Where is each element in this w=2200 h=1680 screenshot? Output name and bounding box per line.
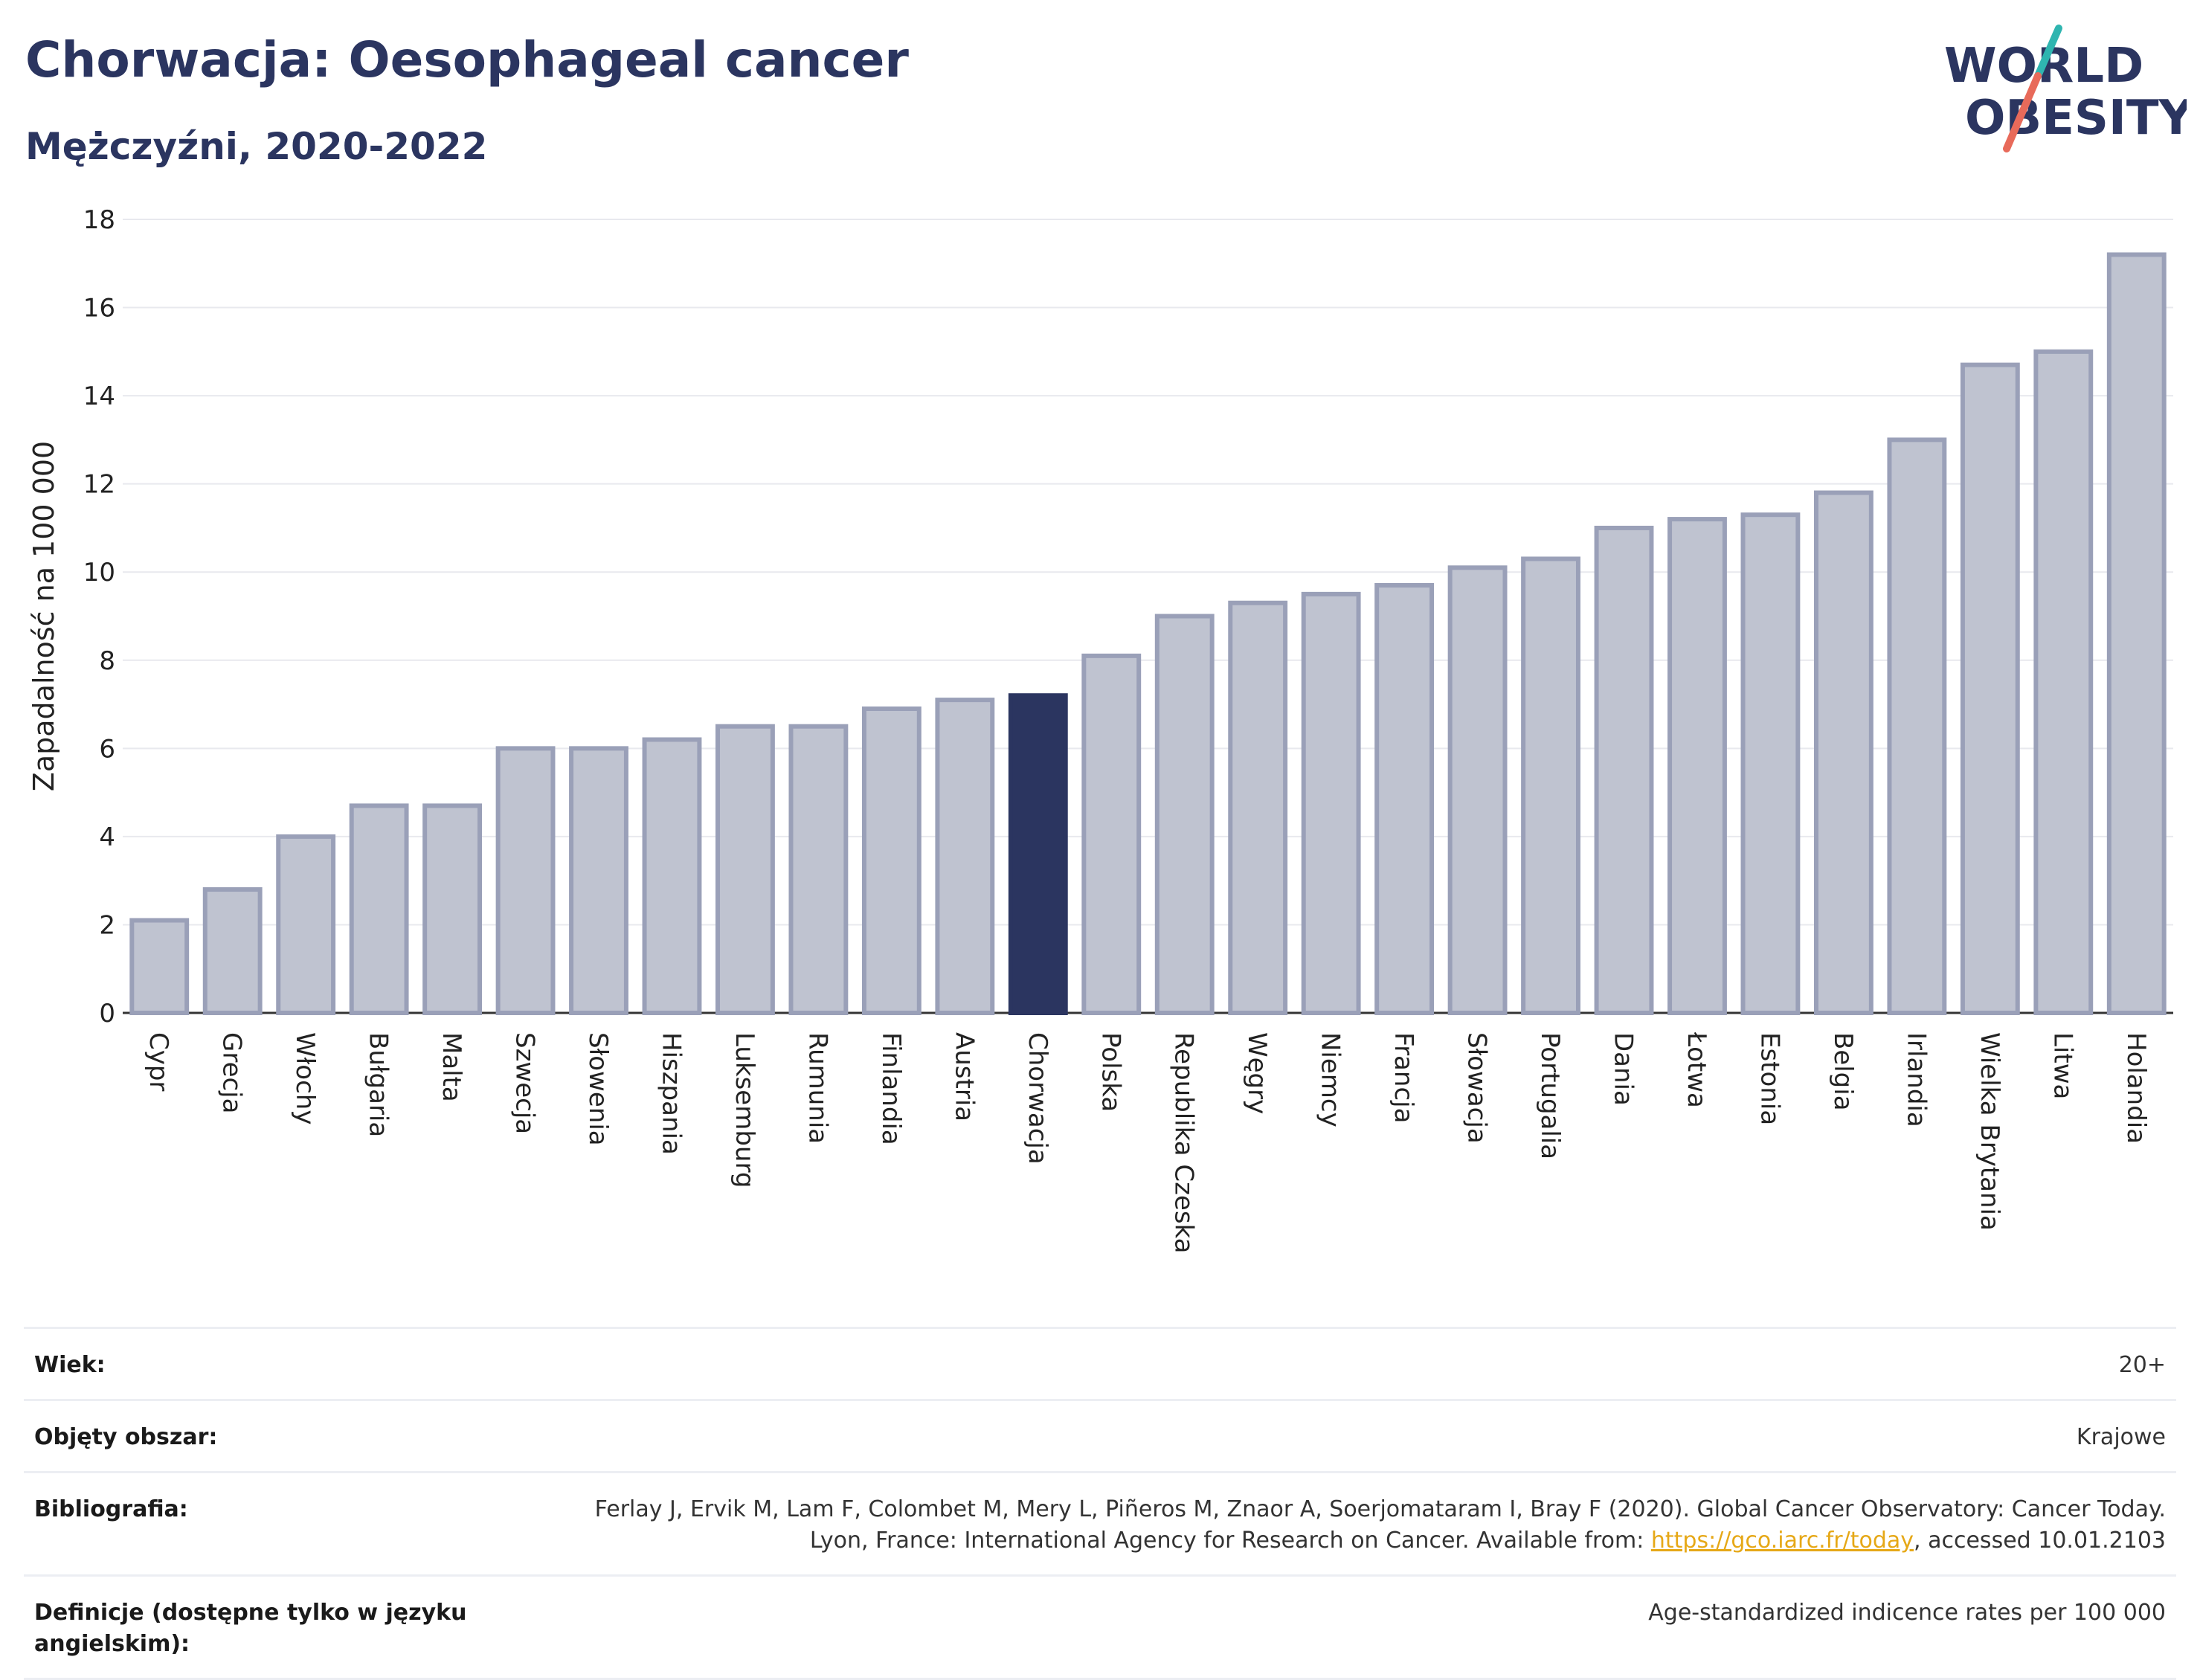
- world-obesity-logo: WORLD OBESITY: [1944, 25, 2187, 152]
- bar: [129, 918, 190, 1015]
- bar: [1447, 565, 1508, 1015]
- area-label: Objęty obszar:: [34, 1424, 218, 1450]
- y-axis-label: Zapadalność na 100 000: [28, 441, 60, 791]
- age-label: Wiek:: [34, 1352, 106, 1378]
- y-tick-label: 8: [99, 646, 115, 676]
- x-tick-label: Polska: [1096, 1032, 1125, 1112]
- chart-subtitle: Mężczyźni, 2020-2022: [25, 125, 488, 168]
- x-tick-label: Cypr: [144, 1032, 173, 1091]
- logo-slash-coral: [2003, 72, 2042, 152]
- y-tick-labels: 0 2 4 6 8 10 12 14 16 18: [83, 205, 115, 1029]
- bar: [422, 803, 483, 1016]
- x-tick-label: Chorwacja: [1023, 1032, 1052, 1165]
- logo-slash-teal: [2034, 25, 2062, 80]
- x-tick-label: Hiszpania: [656, 1032, 686, 1155]
- bar: [1081, 653, 1142, 1015]
- x-tick-label: Republika Czeska: [1169, 1032, 1199, 1254]
- bar: [2106, 252, 2167, 1015]
- info-row-age: Wiek: 20+: [24, 1327, 2176, 1399]
- x-tick-label: Włochy: [290, 1032, 320, 1124]
- definitions-label: Definicje (dostępne tylko w języku angie…: [34, 1600, 467, 1657]
- bar: [861, 706, 922, 1015]
- bar: [1594, 525, 1654, 1015]
- x-tick-label: Litwa: [2048, 1032, 2077, 1099]
- x-tick-labels: Cypr Grecja Włochy Bułgaria Malta Szwecja Słow…: [144, 1032, 2151, 1254]
- bar: [202, 887, 263, 1015]
- x-tick-label: Irlandia: [1901, 1032, 1931, 1127]
- x-tick-label: Wielka Brytania: [1975, 1032, 2004, 1231]
- y-tick-label: 2: [99, 910, 115, 940]
- y-tick-label: 16: [83, 294, 115, 324]
- x-tick-label: Łotwa: [1682, 1032, 1711, 1108]
- x-tick-label: Dania: [1609, 1032, 1638, 1106]
- bar: [276, 834, 336, 1016]
- bibliography-suffix: , accessed 10.01.2103: [1914, 1528, 2166, 1554]
- y-tick-label: 0: [99, 999, 115, 1029]
- chart-title: Chorwacja: Oesophageal cancer: [25, 31, 909, 88]
- info-row-area: Objęty obszar: Krajowe: [24, 1399, 2176, 1471]
- y-tick-label: 18: [83, 205, 115, 235]
- bar: [1154, 614, 1215, 1015]
- x-tick-label: Holandia: [2121, 1032, 2151, 1144]
- bar-chart: 0 2 4 6 8 10 12 14 16 18 Cypr Grecja Włochy Bułgaria…: [28, 205, 2173, 1254]
- bar: [1740, 512, 1801, 1015]
- bar: [715, 724, 775, 1015]
- bar: [1667, 517, 1727, 1016]
- x-tick-label: Belgia: [1828, 1032, 1858, 1111]
- bar: [1301, 591, 1361, 1015]
- definitions-value: Age-standardized indicence rates per 100…: [1648, 1600, 2166, 1626]
- bar: [788, 724, 849, 1015]
- bar: [569, 746, 628, 1015]
- x-tick-label: Francja: [1389, 1032, 1418, 1123]
- y-tick-label: 14: [83, 382, 115, 411]
- bar: [935, 698, 995, 1016]
- x-tick-label: Malta: [437, 1032, 466, 1102]
- y-tick-label: 6: [99, 734, 115, 764]
- bar: [2033, 349, 2094, 1016]
- logo-text-obesity: OBESITY: [1965, 91, 2187, 146]
- x-tick-label: Słowacja: [1462, 1032, 1492, 1144]
- bar: [1228, 600, 1288, 1015]
- y-tick-label: 10: [83, 558, 115, 588]
- x-tick-label: Portugalia: [1535, 1032, 1565, 1159]
- age-value: 20+: [2118, 1352, 2166, 1378]
- bar: [642, 737, 702, 1015]
- info-table: Wiek: 20+ Objęty obszar: Krajowe Bibliog…: [24, 1327, 2176, 1680]
- bar: [1813, 490, 1873, 1015]
- bibliography-value: Ferlay J, Ervik M, Lam F, Colombet M, Me…: [530, 1494, 2166, 1557]
- bibliography-text: Ferlay J, Ervik M, Lam F, Colombet M, Me…: [594, 1496, 2166, 1554]
- bar: [1374, 583, 1435, 1015]
- bar-highlighted: [1008, 693, 1068, 1015]
- bar: [1960, 362, 2020, 1016]
- bar: [1887, 437, 1947, 1015]
- bar: [495, 746, 556, 1015]
- x-tick-label: Niemcy: [1316, 1032, 1345, 1127]
- x-tick-label: Rumunia: [803, 1032, 832, 1144]
- info-row-bibliography: Bibliografia: Ferlay J, Ervik M, Lam F, …: [24, 1471, 2176, 1574]
- bar: [349, 803, 409, 1016]
- x-tick-label: Węgry: [1242, 1032, 1272, 1114]
- x-tick-label: Bułgaria: [364, 1032, 393, 1137]
- x-tick-label: Szwecja: [510, 1032, 540, 1134]
- x-tick-label: Austria: [949, 1032, 979, 1121]
- x-tick-label: Finlandia: [876, 1032, 906, 1145]
- bibliography-label: Bibliografia:: [34, 1496, 188, 1522]
- x-tick-label: Grecja: [217, 1032, 247, 1113]
- bibliography-link[interactable]: https://gco.iarc.fr/today: [1650, 1528, 1914, 1554]
- x-tick-label: Luksemburg: [730, 1032, 759, 1188]
- bar: [1521, 556, 1580, 1015]
- y-tick-label: 4: [99, 823, 115, 852]
- area-value: Krajowe: [2076, 1424, 2166, 1450]
- info-row-definitions: Definicje (dostępne tylko w języku angie…: [24, 1574, 2176, 1680]
- x-tick-label: Estonia: [1754, 1032, 1784, 1125]
- x-tick-label: Słowenia: [583, 1032, 613, 1146]
- bars: [129, 252, 2167, 1016]
- y-tick-label: 12: [83, 470, 115, 500]
